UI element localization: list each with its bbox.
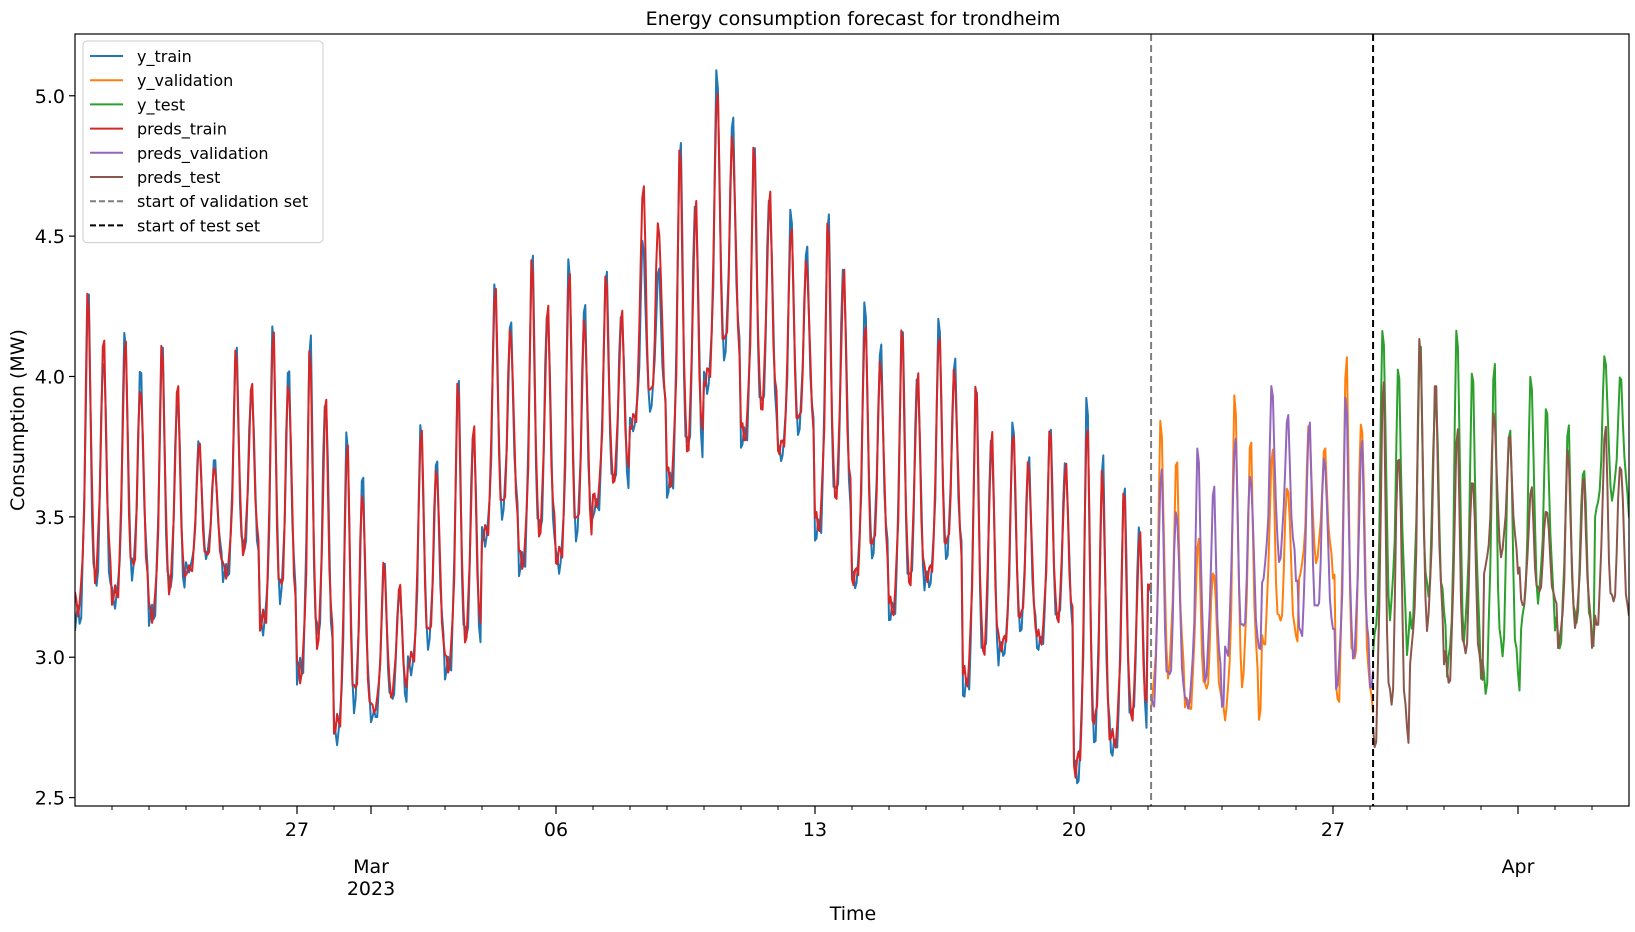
legend-label: preds_train [137,120,227,140]
series-line-preds-validation [1150,385,1375,710]
legend-item: preds_validation [90,144,269,164]
x-tick-label: 27 [285,819,309,841]
y-tick-label: 4.5 [35,226,65,248]
x-tick-label: 13 [803,819,827,841]
legend-label: preds_test [137,168,220,188]
x-tick-label: 27 [1321,819,1345,841]
legend-item: y_test [90,95,185,115]
legend-label: y_train [137,47,192,67]
y-tick-label: 3.5 [35,507,65,529]
legend-item: y_train [90,47,192,67]
y-tick-label: 5.0 [35,86,65,108]
x-month-label: Mar [353,856,389,878]
vline-layer [1150,34,1375,806]
x-axis-label: Time [829,903,877,925]
legend-item: preds_train [90,120,227,140]
y-axis-label: Consumption (MW) [7,329,29,511]
y-tick-label: 3.0 [35,647,65,669]
legend-label: preds_validation [137,144,269,164]
chart-title: Energy consumption forecast for trondhei… [646,8,1061,30]
legend: y_train y_validation y_test preds_trainpred… [82,40,324,244]
series-line-preds-train [75,92,1153,779]
y-tick-label: 4.0 [35,366,65,388]
legend-item: start of validation set [90,192,308,211]
series-layer [75,69,1629,785]
series-line-preds-test [1372,338,1629,749]
legend-item: preds_test [90,168,220,188]
legend-box [82,40,324,244]
x-tick-label: 20 [1062,819,1086,841]
y-axis: 2.5 3.0 3.5 4.0 4.5 5.0 [35,86,75,810]
x-tick-label: 06 [544,819,568,841]
legend-label: y_test [137,95,185,115]
legend-label: y_validation [137,71,233,91]
legend-label: start of test set [137,216,260,235]
legend-item: y_validation [90,71,233,91]
y-tick-label: 2.5 [35,788,65,810]
legend-label: start of validation set [137,192,308,211]
legend-item: start of test set [90,216,260,235]
x-month-label: Apr [1502,856,1535,878]
x-year-label: 2023 [347,878,395,900]
